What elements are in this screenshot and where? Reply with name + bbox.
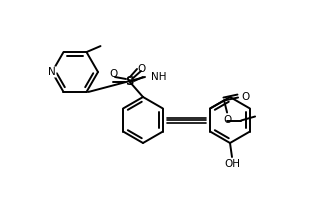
Text: S: S bbox=[125, 75, 133, 88]
Text: OH: OH bbox=[224, 159, 240, 169]
Text: O: O bbox=[110, 69, 118, 79]
Text: O: O bbox=[138, 64, 146, 74]
Text: O: O bbox=[241, 92, 249, 101]
Text: NH: NH bbox=[151, 72, 167, 82]
Text: N: N bbox=[48, 67, 56, 77]
Text: O: O bbox=[223, 114, 231, 125]
